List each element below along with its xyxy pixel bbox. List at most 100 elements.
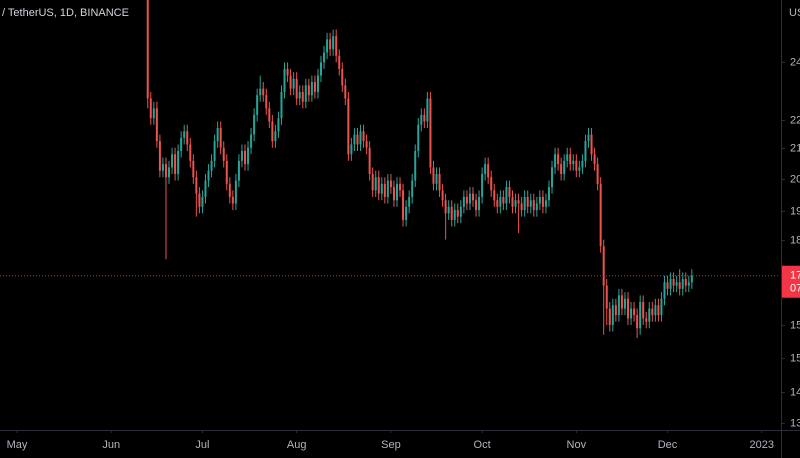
candle-body [256,95,259,115]
candle-body [271,121,274,142]
candle-body [213,141,216,161]
candle-body [286,68,289,76]
candle-body [660,298,663,316]
candle-body [532,200,535,211]
candle-body [274,131,277,142]
candle-body [283,68,286,92]
candle-body [174,154,177,174]
candle-body [617,295,620,316]
candle-body [636,315,639,329]
candle-body [669,279,672,289]
candle-body [648,308,651,322]
candle-body [292,78,295,89]
candle-body [547,187,550,201]
candle-body [231,196,234,204]
chart-title: / TetherUS, 1D, BINANCE [2,7,129,19]
candle-body [429,98,432,168]
candle-body [244,150,247,165]
candle-body [630,308,633,319]
candle-body [672,279,675,286]
candle-body [374,177,377,191]
candle-body [277,118,280,132]
candle-body [514,200,517,207]
x-tick-label: Jul [195,439,209,451]
candle-body [575,160,578,171]
candle-body [481,173,484,197]
candle-body [313,82,316,92]
candle-body [487,164,490,178]
candle-body [538,196,541,204]
candle-body [298,91,301,99]
candle-body [602,246,605,286]
candle-body [490,177,493,191]
candle-body [335,36,338,56]
candle-body [304,85,307,102]
candle-body [639,301,642,329]
candle-body [523,196,526,211]
candle-body [569,154,572,165]
candle-body [535,203,538,211]
candle-body [195,177,198,194]
candle-body [402,190,405,220]
candle-body [587,134,590,142]
plot-area [146,0,693,339]
candle-body [329,39,332,50]
candle-body [593,154,596,165]
candle-body [216,128,219,142]
candle-body [380,183,383,194]
candle-body [377,177,380,194]
candle-body [581,160,584,168]
candle-body [240,150,243,161]
candle-body [262,88,265,96]
candle-body [383,183,386,197]
candle-body [207,170,210,181]
candle-body [408,196,411,207]
candle-body [544,200,547,207]
x-tick-label: Sep [381,439,401,451]
candle-body [551,167,554,188]
candle-body [356,134,359,145]
candle-body [462,196,465,207]
candle-body [386,180,389,197]
candle-body [620,295,623,309]
candle-body [554,154,557,168]
candle-body [471,193,474,201]
candle-body [557,154,560,165]
candle-body [177,150,180,174]
candle-body [192,160,195,178]
candle-body [146,0,149,99]
candle-body [307,85,310,96]
candle-body [228,183,231,197]
candle-body [247,147,250,165]
candle-body [301,91,304,102]
candle-body [633,308,636,316]
candle-body [155,108,158,142]
candle-body [295,78,298,99]
candle-body [332,36,335,50]
candle-body [435,173,438,184]
y-tick-label: 15 [790,320,800,332]
candle-body [441,190,444,201]
candle-body [152,108,155,119]
candle-body [657,305,660,316]
candle-body [459,206,462,217]
candle-body [496,200,499,207]
candle-body [453,210,456,220]
candle-body [508,187,511,197]
candle-body [611,305,614,325]
candle-body [198,193,201,207]
candle-body [389,180,392,188]
candle-body [344,85,347,99]
candle-body [171,154,174,168]
candle-body [289,75,292,89]
axis-label: US [789,7,800,19]
candle-body [520,203,523,211]
candle-body [666,282,669,289]
candle-body [414,150,417,181]
y-tick-label: 20 [790,173,800,185]
candle-body [584,141,587,161]
candle-body [347,98,350,155]
candle-body [222,147,225,161]
candle-body [417,124,420,151]
candle-body [259,88,262,96]
